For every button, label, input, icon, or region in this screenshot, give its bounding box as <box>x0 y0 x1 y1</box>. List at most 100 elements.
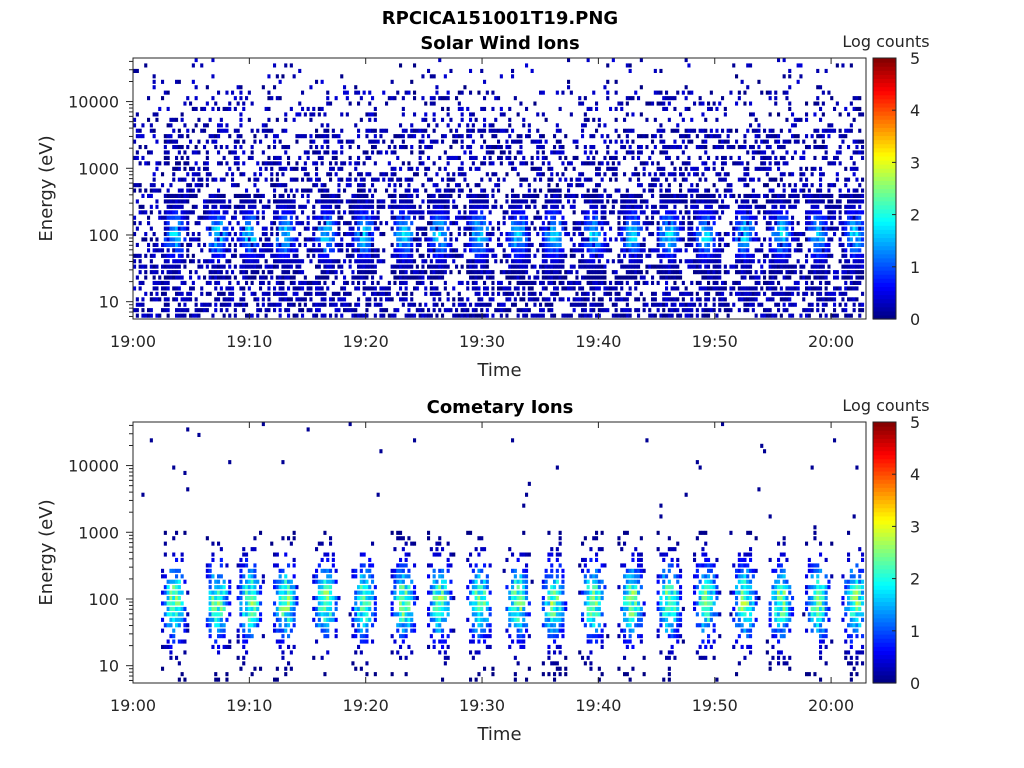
heatmap-cell <box>681 302 685 307</box>
heatmap-cell <box>586 313 590 318</box>
heatmap-cell <box>743 166 747 171</box>
heatmap-cell <box>155 264 159 269</box>
heatmap-cell <box>172 210 176 215</box>
heatmap-cell <box>550 308 554 313</box>
heatmap-cell <box>695 253 699 258</box>
heatmap-cell <box>208 226 212 231</box>
heatmap-cell <box>760 166 764 171</box>
heatmap-cell <box>432 248 436 253</box>
heatmap-cell <box>242 297 246 302</box>
heatmap-cell <box>561 161 565 166</box>
heatmap-cell <box>315 302 319 307</box>
heatmap-cell <box>233 150 237 155</box>
heatmap-cell <box>533 215 537 220</box>
heatmap-cell <box>474 259 478 264</box>
heatmap-cell <box>449 242 453 247</box>
heatmap-cell <box>505 313 509 318</box>
heatmap-cell <box>774 177 778 182</box>
heatmap-cell <box>435 215 439 220</box>
heatmap-cell <box>578 248 582 253</box>
heatmap-cell <box>805 259 809 264</box>
heatmap-cell <box>558 150 562 155</box>
heatmap-cell <box>278 253 282 258</box>
heatmap-cell <box>698 177 702 182</box>
heatmap-cell <box>253 139 257 144</box>
heatmap-cell <box>631 210 635 215</box>
heatmap-cell <box>525 215 529 220</box>
heatmap-cell <box>768 134 772 139</box>
heatmap-cell <box>166 248 170 253</box>
heatmap-cell <box>483 128 487 133</box>
heatmap-cell <box>396 221 400 226</box>
heatmap-cell <box>214 232 218 237</box>
heatmap-cell <box>785 139 789 144</box>
heatmap-cell <box>774 270 778 275</box>
heatmap-cell <box>438 242 442 247</box>
heatmap-cell <box>371 264 375 269</box>
heatmap-cell <box>250 237 254 242</box>
heatmap-cell <box>707 101 711 106</box>
heatmap-cell <box>261 248 265 253</box>
heatmap-cell <box>589 242 593 247</box>
heatmap-cell <box>754 275 758 280</box>
heatmap-cell <box>508 215 512 220</box>
heatmap-cell <box>665 286 669 291</box>
heatmap-cell <box>183 166 187 171</box>
heatmap-cell <box>180 210 184 215</box>
heatmap-cell <box>637 204 641 209</box>
heatmap-cell <box>754 139 758 144</box>
heatmap-cell <box>609 297 613 302</box>
heatmap-cell <box>645 270 649 275</box>
heatmap-cell <box>679 172 683 177</box>
heatmap-cell <box>659 302 663 307</box>
heatmap-cell <box>522 177 526 182</box>
heatmap-cell <box>259 172 263 177</box>
heatmap-cell <box>639 259 643 264</box>
heatmap-cell <box>589 286 593 291</box>
heatmap-cell <box>779 145 783 150</box>
heatmap-cell <box>567 297 571 302</box>
heatmap-cell <box>777 264 781 269</box>
heatmap-cell <box>435 123 439 128</box>
heatmap-cell <box>242 308 246 313</box>
heatmap-cell <box>525 253 529 258</box>
heatmap-cell <box>628 313 632 318</box>
heatmap-cell <box>281 183 285 188</box>
heatmap-cell <box>547 199 551 204</box>
heatmap-cell <box>177 188 181 193</box>
heatmap-cell <box>782 193 786 198</box>
heatmap-cell <box>788 199 792 204</box>
heatmap-cell <box>427 275 431 280</box>
heatmap-cell <box>326 145 330 150</box>
heatmap-cell <box>371 259 375 264</box>
heatmap-cell <box>723 161 727 166</box>
heatmap-cell <box>351 270 355 275</box>
heatmap-cell <box>424 291 428 296</box>
heatmap-cell <box>205 259 209 264</box>
heatmap-cell <box>578 101 582 106</box>
heatmap-cell <box>665 155 669 160</box>
heatmap-cell <box>239 242 243 247</box>
heatmap-cell <box>751 308 755 313</box>
heatmap-cell <box>326 270 330 275</box>
heatmap-cell <box>768 313 772 318</box>
heatmap-cell <box>715 291 719 296</box>
heatmap-cell <box>278 226 282 231</box>
heatmap-cell <box>144 63 148 68</box>
heatmap-cell <box>665 253 669 258</box>
heatmap-cell <box>561 259 565 264</box>
heatmap-cell <box>177 259 181 264</box>
heatmap-cell <box>575 291 579 296</box>
heatmap-cell <box>169 232 173 237</box>
heatmap-cell <box>791 193 795 198</box>
heatmap-cell <box>273 188 277 193</box>
heatmap-cell <box>387 286 391 291</box>
heatmap-cell <box>245 264 249 269</box>
heatmap-cell <box>323 226 327 231</box>
heatmap-cell <box>474 204 478 209</box>
heatmap-cell <box>499 204 503 209</box>
heatmap-cell <box>149 226 153 231</box>
heatmap-cell <box>323 275 327 280</box>
heatmap-cell <box>152 242 156 247</box>
heatmap-cell <box>457 313 461 318</box>
